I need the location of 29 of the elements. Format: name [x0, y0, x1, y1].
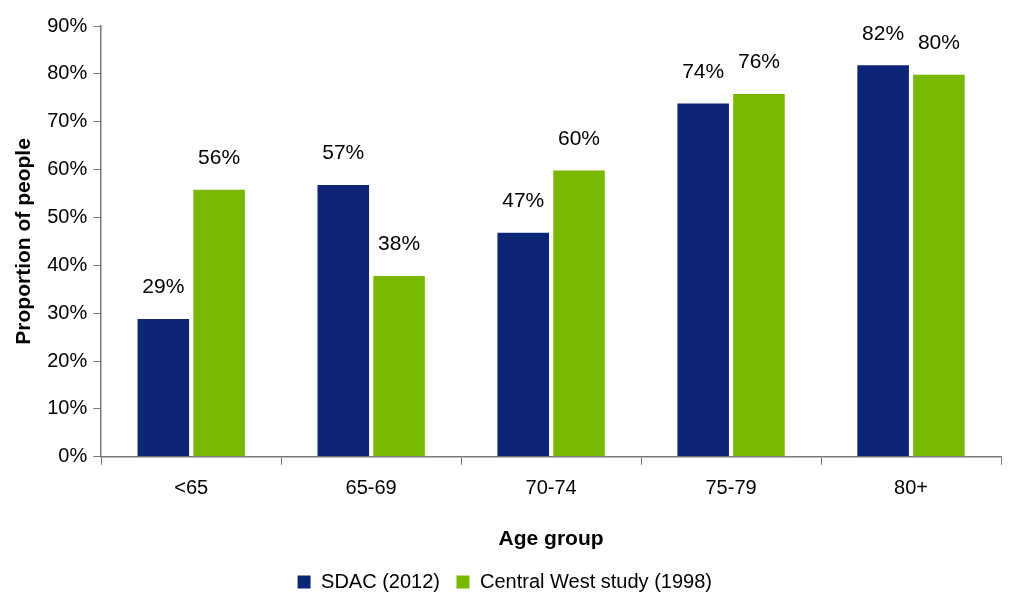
data-label: 56%	[198, 145, 241, 169]
x-tick-label: 65-69	[345, 476, 397, 499]
data-label: 80%	[917, 30, 960, 54]
y-axis-title: Proportion of people	[11, 138, 35, 345]
y-tick-label: 50%	[47, 204, 88, 227]
x-tick-label: 75-79	[705, 476, 757, 499]
x-tick-label: 70-74	[525, 476, 577, 499]
y-tick-label: 60%	[47, 157, 88, 180]
y-tick-label: 70%	[47, 109, 88, 132]
y-tick-label: 30%	[47, 300, 88, 323]
x-axis-title: Age group	[498, 526, 604, 550]
y-tick-label: 90%	[47, 13, 88, 36]
legend-label: SDAC (2012)	[321, 569, 440, 592]
y-tick-label: 20%	[47, 348, 88, 371]
data-label: 38%	[378, 231, 421, 255]
legend-label: Central West study (1998)	[479, 569, 712, 592]
x-tick-label: 80+	[894, 476, 928, 499]
data-label: 74%	[682, 58, 725, 82]
y-tick-label: 40%	[47, 252, 88, 275]
data-label: 57%	[322, 140, 365, 164]
data-label: 47%	[502, 188, 545, 212]
y-tick-label: 10%	[47, 396, 88, 419]
data-label: 60%	[557, 125, 601, 149]
data-label: 29%	[142, 274, 185, 298]
y-tick-label: 0%	[58, 444, 88, 467]
data-label: 82%	[862, 20, 905, 44]
data-label: 76%	[737, 49, 780, 73]
x-tick-label: <65	[174, 476, 209, 499]
y-tick-label: 80%	[47, 61, 88, 84]
